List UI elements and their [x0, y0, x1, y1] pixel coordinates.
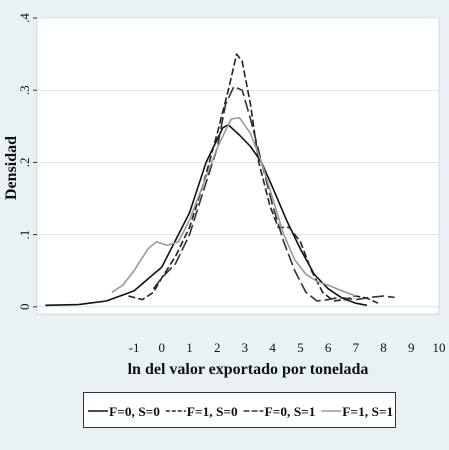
series-group: [45, 53, 395, 307]
x-tick-label: 3: [242, 340, 249, 355]
legend-label-2: F=0, S=1: [265, 404, 316, 419]
series-line-2: [152, 85, 395, 302]
x-axis-title: ln del valor exportado por tonelada: [128, 361, 369, 378]
x-tick-label: 9: [408, 340, 415, 355]
legend-label-3: F=1, S=1: [342, 404, 393, 419]
y-tick-label: .4: [17, 13, 32, 23]
y-tick-label: 0: [17, 304, 32, 311]
y-tick-label: .1: [17, 230, 32, 240]
x-tick-label: 2: [214, 340, 221, 355]
x-tick-label: 4: [269, 340, 276, 355]
x-tick-label: 8: [380, 340, 387, 355]
x-tick-label: 7: [353, 340, 360, 355]
legend: F=0, S=0 F=1, S=0 F=0, S=1 F=1, S=1: [83, 392, 396, 428]
legend-label-1: F=1, S=0: [187, 404, 238, 419]
y-ticks: 0 .1 .2 .3 .4: [17, 13, 37, 310]
y-tick-label: .2: [17, 158, 32, 168]
series-line-3: [111, 116, 357, 297]
y-axis-title: Densidad: [3, 136, 20, 200]
x-tick-label: 0: [159, 340, 166, 355]
plot-area: [36, 17, 440, 315]
y-tick-label: .3: [17, 85, 32, 95]
legend-svg: F=0, S=0 F=1, S=0 F=0, S=1 F=1, S=1: [88, 404, 393, 419]
x-tick-label: 1: [186, 340, 193, 355]
x-tick-label: 5: [297, 340, 304, 355]
grid: [37, 17, 439, 308]
x-tick-label: 6: [325, 340, 332, 355]
x-ticks: -1 0 1 2 3 4 5 6 7 8 9 10: [129, 340, 446, 355]
series-line-0: [45, 124, 368, 307]
legend-label-0: F=0, S=0: [109, 404, 160, 419]
x-tick-label: 10: [433, 340, 446, 355]
x-tick-label: -1: [129, 340, 140, 355]
